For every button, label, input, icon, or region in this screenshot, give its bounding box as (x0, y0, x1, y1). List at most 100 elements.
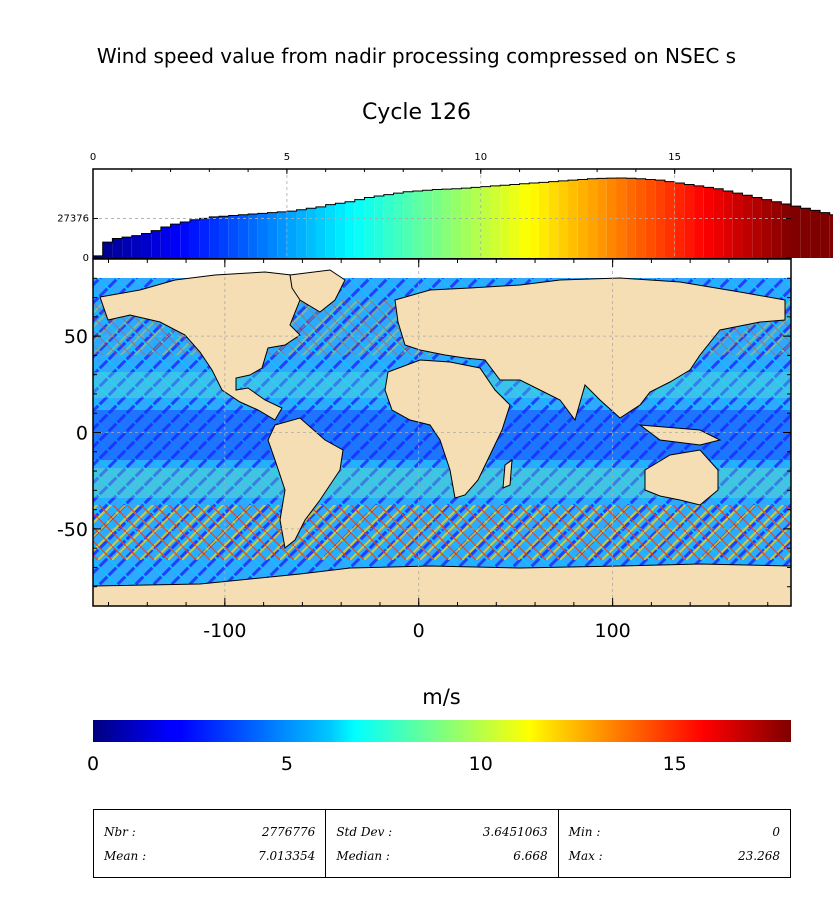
africa (384, 359, 511, 499)
map-x-tick-label: -100 (203, 620, 246, 642)
histogram-bar (577, 179, 588, 258)
histogram-bar (810, 210, 821, 258)
histogram-bar (219, 216, 229, 258)
antarctica (93, 563, 791, 606)
histogram-bar (519, 183, 530, 258)
histogram-bar (820, 212, 830, 258)
histogram-bar (141, 233, 152, 258)
statistics-table: Nbr : 2776776 Mean : 7.013354 Std Dev : 3.6… (93, 809, 791, 878)
histogram: 0 5 10 15 0 27376 (57, 152, 833, 264)
map-gridlines (93, 259, 791, 606)
nbr-value: 2776776 (261, 825, 316, 839)
histogram-bar (180, 221, 190, 258)
australia (644, 449, 719, 506)
histogram-y-ticks: 0 27376 (57, 214, 791, 264)
histogram-bar (606, 178, 617, 258)
southern-ocean-band (93, 505, 791, 560)
colorbar-gradient (93, 720, 791, 742)
histogram-bar (122, 237, 132, 258)
colorbar-tick-label: 5 (281, 753, 293, 775)
colorbar-ticks: 0 5 10 15 (87, 753, 687, 775)
histogram-bar (597, 178, 607, 258)
histogram-bar (800, 208, 811, 258)
colorbar-tick-label: 0 (87, 753, 99, 775)
histogram-bar (761, 199, 772, 258)
histogram-bar (664, 181, 675, 258)
median-label: Median : (336, 849, 390, 863)
max-value: 23.268 (737, 849, 780, 863)
histogram-bar (791, 206, 801, 258)
stats-cell-spread: Std Dev : 3.6451063 Median : 6.668 (325, 810, 557, 877)
map-y-tick-label: 50 (64, 326, 88, 348)
histogram-bar (694, 185, 704, 258)
histogram-bar (267, 212, 278, 258)
south-america (267, 417, 344, 549)
histogram-bar (199, 218, 210, 258)
histogram-bar (189, 219, 200, 258)
figure: 0 5 10 15 0 27376 (57, 152, 833, 775)
histogram-bar (93, 255, 103, 258)
mean-label: Mean : (104, 849, 147, 863)
histogram-bar (422, 190, 433, 258)
histogram-bar (471, 187, 481, 258)
histogram-bar (461, 188, 472, 258)
histogram-bar (568, 180, 578, 258)
histogram-bar (529, 183, 539, 258)
histogram-bar (684, 184, 695, 258)
histogram-bar (383, 194, 394, 258)
histogram-bar (151, 230, 161, 258)
world-map: -100 0 100 50 0 -50 (57, 258, 792, 642)
histogram-bar (315, 206, 326, 258)
histogram-x-tick-label: 0 (90, 152, 96, 163)
histogram-bar (432, 189, 442, 258)
histogram-bar (616, 178, 627, 258)
chart-subtitle: Cycle 126 (361, 100, 472, 125)
std-label: Std Dev : (336, 825, 393, 839)
indonesia (638, 424, 722, 446)
histogram-bar (500, 185, 510, 258)
histogram-bar (296, 209, 307, 258)
histogram-y-tick-label: 27376 (57, 214, 89, 225)
histogram-bar (170, 224, 181, 258)
histogram-bar (335, 203, 346, 258)
histogram-bar (257, 213, 268, 258)
histogram-bar (442, 189, 452, 258)
land-masses (93, 259, 791, 606)
arctic-north-strip (93, 259, 791, 278)
map-x-tick-label: 0 (413, 620, 425, 642)
histogram-bar (209, 216, 220, 258)
histogram-bar (325, 204, 336, 258)
histogram-bar (538, 182, 549, 258)
histogram-bar (374, 196, 384, 258)
map-x-ticks: -100 0 100 (108, 259, 769, 642)
stats-cell-count: Nbr : 2776776 Mean : 7.013354 (94, 810, 325, 877)
histogram-bar (248, 214, 258, 258)
histogram-bar (112, 238, 123, 258)
madagascar (502, 458, 513, 489)
colorbar-tick-label: 10 (469, 753, 493, 775)
histogram-bar (829, 214, 833, 258)
histogram-bar (703, 187, 714, 258)
eurasia (394, 277, 786, 422)
histogram-bar (412, 190, 423, 258)
nbr-label: Nbr : (104, 825, 136, 839)
histogram-bar (480, 186, 491, 258)
histogram-bar (160, 227, 171, 258)
histogram-bar (509, 184, 520, 258)
histogram-x-ticks: 0 5 10 15 (90, 152, 753, 174)
chart-title: Wind speed value from nadir processing c… (96, 44, 737, 68)
histogram-bar (393, 193, 404, 258)
median-value: 6.668 (513, 849, 548, 863)
histogram-bar (403, 191, 413, 258)
std-value: 3.6451063 (482, 825, 548, 839)
histogram-y-tick-label: 0 (83, 253, 89, 264)
histogram-bar (548, 181, 559, 258)
histogram-outline (92, 177, 833, 258)
histogram-bars (92, 177, 833, 258)
histogram-bar (771, 201, 782, 258)
min-value: 0 (772, 825, 780, 839)
map-y-ticks: 50 0 -50 (57, 277, 791, 588)
histogram-bar (752, 197, 762, 258)
stats-cell-range: Min : 0 Max : 23.268 (557, 810, 790, 877)
histogram-bar (655, 180, 665, 258)
